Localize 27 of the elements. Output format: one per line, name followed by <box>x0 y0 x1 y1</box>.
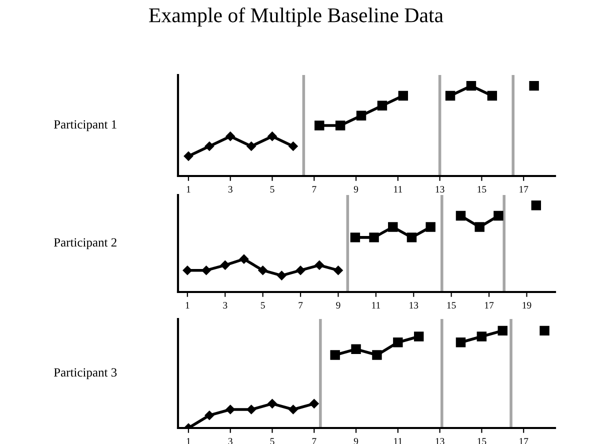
x-tick-label: 7 <box>312 438 316 444</box>
x-tick-label: 11 <box>394 186 402 192</box>
x-tick-label: 13 <box>436 186 444 193</box>
x-tick-label: 17 <box>520 438 528 444</box>
x-tick-label: 5 <box>270 186 274 193</box>
x-tick-label: 11 <box>372 302 380 308</box>
y-axis-title: Participant 3 <box>54 368 117 380</box>
x-tick-label: 13 <box>410 302 418 309</box>
x-tick-label: 17 <box>485 302 494 308</box>
y-axis-title: Participant 1 <box>54 120 116 132</box>
x-tick-label: 19 <box>522 302 532 309</box>
x-tick-label: 3 <box>223 302 228 309</box>
x-tick-label: 9 <box>354 186 358 193</box>
chart-title: Example of Multiple Baseline Data <box>149 7 444 27</box>
x-tick-label: 7 <box>312 186 316 192</box>
x-tick-label: 15 <box>447 302 456 309</box>
x-tick-label: 15 <box>478 186 486 193</box>
x-tick-label: 11 <box>394 438 402 444</box>
x-tick-label: 17 <box>520 186 528 192</box>
x-tick-label: 1 <box>186 302 190 308</box>
x-tick-label: 3 <box>228 186 232 193</box>
x-tick-label: 7 <box>298 302 303 308</box>
x-tick-label: 1 <box>186 186 190 192</box>
x-tick-label: 9 <box>336 302 340 309</box>
x-tick-label: 1 <box>186 438 190 444</box>
y-axis-title: Participant 2 <box>54 238 116 250</box>
x-tick-label: 5 <box>260 302 265 309</box>
